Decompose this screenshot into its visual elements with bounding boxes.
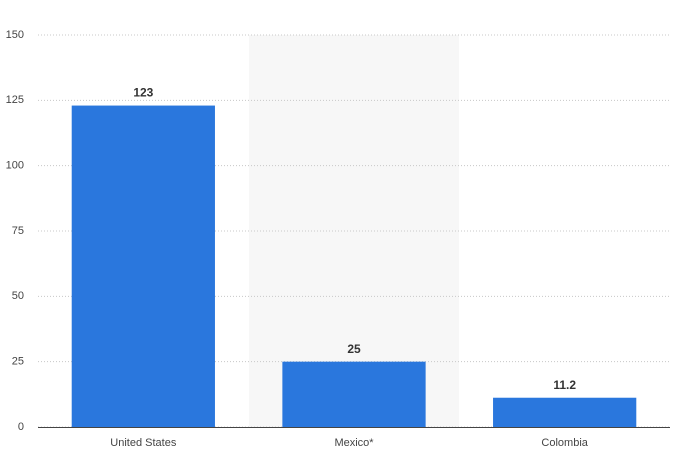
x-tick-label: Mexico* [334, 437, 374, 449]
y-tick-label: 125 [6, 94, 24, 106]
y-tick-label: 50 [12, 290, 24, 302]
bar [71, 105, 215, 427]
y-tick-label: 150 [6, 29, 24, 41]
bar [493, 397, 637, 427]
y-tick-label: 75 [12, 225, 24, 237]
value-label: 25 [347, 342, 361, 356]
value-label: 123 [133, 86, 153, 100]
value-label: 11.2 [553, 378, 576, 392]
y-tick-label: 100 [6, 160, 24, 172]
y-tick-label: 0 [18, 421, 24, 433]
x-tick-label: United States [110, 437, 177, 449]
x-tick-label: Colombia [541, 437, 588, 449]
y-tick-label: 25 [12, 356, 24, 368]
bar [282, 361, 426, 427]
